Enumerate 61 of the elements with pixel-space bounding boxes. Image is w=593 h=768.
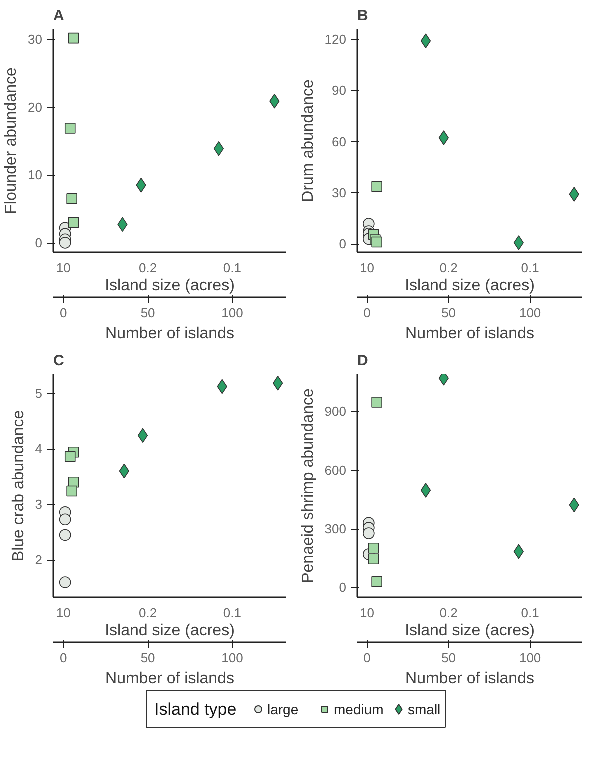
y-tick-label: 3 [35, 497, 43, 512]
text: 10 [360, 260, 375, 276]
y-tick-label: 2 [35, 552, 43, 568]
y-tick-label: 900 [324, 404, 347, 420]
chart-title: D [358, 352, 368, 370]
x-tick-label: 0 [364, 306, 371, 320]
text: 10 [360, 606, 375, 620]
text: 0.1 [521, 606, 540, 620]
y-tick-label: 90 [332, 83, 347, 98]
x-tick-label: 0 [60, 306, 68, 320]
y-axis-title: Flounder abundance [3, 68, 20, 214]
y-tick-label: 20 [28, 100, 43, 115]
x-axis-title: Number of islands [406, 670, 534, 688]
y-tick-label: 600 [324, 462, 347, 478]
x-tick-label: 50 [442, 306, 456, 320]
text: 10 [56, 606, 71, 620]
text: 0.2 [440, 260, 458, 276]
x2-axis-title: Island size (acres) [405, 622, 535, 640]
x-tick-label: 100 [222, 650, 244, 666]
y-tick-label: 0 [339, 236, 347, 252]
legend-label: medium [334, 702, 384, 718]
legend-label: large [268, 702, 299, 718]
y-tick-label: 4 [35, 442, 43, 457]
x-tick-label: 100 [519, 306, 542, 320]
x-tick-label: 0 [364, 650, 371, 666]
x-tick-label: 50 [140, 650, 156, 666]
x-tick-label: 100 [519, 650, 542, 666]
x-tick-label: 50 [140, 306, 156, 320]
text: 0.1 [223, 606, 242, 620]
y-tick-label: 120 [324, 32, 347, 47]
x2-axis-title: Island size (acres) [405, 278, 535, 294]
x-axis-title: Number of islands [106, 670, 234, 688]
y-tick-label: 0 [339, 580, 347, 596]
y-tick-label: 300 [324, 522, 347, 537]
legend-title: Island type [154, 700, 237, 719]
y-tick-label: 30 [28, 32, 43, 48]
text: 0.2 [440, 606, 458, 620]
x-tick-label: 100 [222, 306, 244, 320]
x-tick-label: 50 [442, 650, 456, 666]
chart-title: A [54, 8, 64, 24]
x2-axis-title: Island size (acres) [105, 278, 235, 294]
x2-axis-title: Island size (acres) [105, 622, 235, 640]
text: 0.2 [139, 260, 158, 276]
text: 0.2 [139, 606, 158, 620]
chart-title: C [54, 352, 64, 370]
y-axis-title: Penaeid shrimp abundance [300, 388, 317, 584]
legend-label: small [408, 702, 441, 718]
y-axis-title: Blue crab abundance [10, 410, 28, 562]
y-tick-label: 5 [35, 386, 43, 401]
text: 0.1 [521, 260, 540, 276]
y-tick-label: 30 [332, 185, 347, 200]
y-tick-label: 60 [332, 134, 347, 150]
y-tick-label: 0 [35, 236, 43, 251]
x-tick-label: 0 [60, 650, 68, 666]
x-axis-title: Number of islands [106, 326, 234, 342]
y-tick-label: 10 [28, 168, 43, 183]
y-axis-title: Drum abundance [300, 80, 317, 202]
text: 0.1 [223, 260, 242, 276]
chart-title: B [358, 8, 368, 24]
text: 10 [56, 260, 71, 276]
x-axis-title: Number of islands [406, 326, 534, 342]
